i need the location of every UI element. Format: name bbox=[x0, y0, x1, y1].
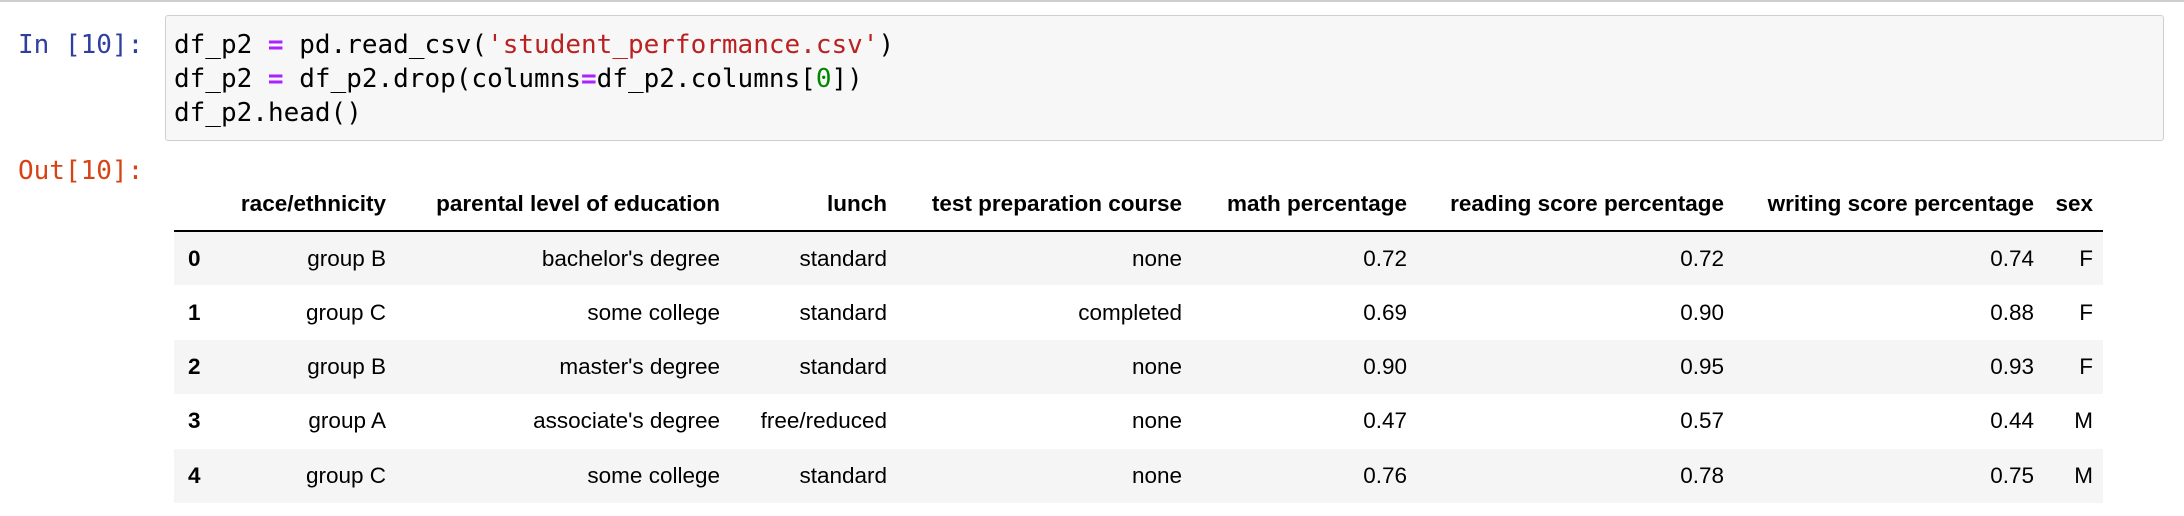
code-token: ) bbox=[878, 30, 895, 60]
code-token: df_p2 bbox=[283, 64, 378, 94]
cell-top-border bbox=[0, 0, 2184, 2]
row-index: 4 bbox=[188, 462, 201, 488]
code-token: = bbox=[581, 64, 597, 94]
column-header: parental level of education bbox=[396, 177, 730, 232]
table-cell: free/reduced bbox=[760, 408, 887, 434]
column-header: math percentage bbox=[1192, 177, 1417, 232]
row-index: 0 bbox=[188, 245, 201, 271]
code-token: df_p2 bbox=[174, 64, 268, 94]
code-token: head() bbox=[267, 98, 362, 128]
code-token: = bbox=[267, 64, 284, 94]
table-cell: standard bbox=[799, 353, 887, 379]
table-cell: master's degree bbox=[559, 353, 720, 379]
table-cell: none bbox=[1131, 408, 1182, 434]
column-header: sex bbox=[2044, 177, 2103, 232]
table-cell: 0.72 bbox=[1680, 245, 1724, 271]
table-cell: some college bbox=[587, 299, 720, 325]
code-token: 'student_performance.csv' bbox=[487, 30, 879, 60]
code-token: pd bbox=[283, 30, 331, 60]
code-token: columns[ bbox=[690, 64, 816, 94]
code-token: . bbox=[674, 64, 691, 94]
table-cell: 0.57 bbox=[1680, 408, 1724, 434]
dataframe-table: race/ethnicity parental level of educati… bbox=[174, 177, 2103, 503]
table-row: 1 group C some college standard complete… bbox=[174, 285, 2103, 340]
code-token: df_p2 bbox=[174, 30, 268, 60]
code-token: drop(columns bbox=[393, 64, 581, 94]
code-token: . bbox=[377, 64, 394, 94]
table-cell: M bbox=[2074, 462, 2093, 488]
column-header: lunch bbox=[730, 177, 897, 232]
row-index: 2 bbox=[188, 353, 201, 379]
table-cell: bachelor's degree bbox=[541, 245, 720, 271]
code-input-area[interactable]: df_p2 = pd.read_csv('student_performance… bbox=[165, 15, 2164, 141]
table-cell: 0.75 bbox=[1990, 462, 2034, 488]
table-header-row: race/ethnicity parental level of educati… bbox=[174, 177, 2103, 232]
table-cell: group C bbox=[305, 299, 386, 325]
table-cell: some college bbox=[587, 462, 720, 488]
table-cell: F bbox=[2079, 299, 2093, 325]
table-cell: F bbox=[2079, 353, 2093, 379]
table-cell: none bbox=[1131, 462, 1182, 488]
table-cell: F bbox=[2079, 245, 2093, 271]
code-token: ]) bbox=[831, 64, 863, 94]
table-cell: standard bbox=[799, 462, 887, 488]
code-token: 0 bbox=[815, 64, 832, 94]
code-token: df_p2 bbox=[596, 64, 675, 94]
table-cell: standard bbox=[799, 299, 887, 325]
table-cell: group C bbox=[305, 462, 386, 488]
table-row: 4 group C some college standard none 0.7… bbox=[174, 448, 2103, 503]
table-cell: M bbox=[2074, 408, 2093, 434]
table-cell: 0.90 bbox=[1680, 299, 1724, 325]
code-token: read_csv( bbox=[346, 30, 488, 60]
code-line: df_p2.head() bbox=[174, 96, 894, 130]
table-cell: 0.93 bbox=[1990, 353, 2034, 379]
row-index: 3 bbox=[188, 408, 201, 434]
table-cell: standard bbox=[799, 245, 887, 271]
column-header: race/ethnicity bbox=[216, 177, 396, 232]
output-prompt: Out[10]: bbox=[18, 156, 144, 186]
table-cell: 0.88 bbox=[1990, 299, 2034, 325]
code-text[interactable]: df_p2 = pd.read_csv('student_performance… bbox=[174, 28, 894, 130]
code-line: df_p2 = df_p2.drop(columns=df_p2.columns… bbox=[174, 62, 894, 96]
column-header: writing score percentage bbox=[1734, 177, 2044, 232]
table-cell: none bbox=[1131, 245, 1182, 271]
column-header-index bbox=[174, 177, 216, 232]
table-cell: 0.47 bbox=[1363, 408, 1407, 434]
table-cell: 0.78 bbox=[1680, 462, 1724, 488]
row-index: 1 bbox=[188, 299, 201, 325]
table-cell: group A bbox=[308, 408, 386, 434]
code-line: df_p2 = pd.read_csv('student_performance… bbox=[174, 28, 894, 62]
table-row: 2 group B master's degree standard none … bbox=[174, 339, 2103, 395]
table-cell: group B bbox=[307, 245, 386, 271]
table-row: 3 group A associate's degree free/reduce… bbox=[174, 394, 2103, 449]
input-prompt: In [10]: bbox=[18, 30, 144, 60]
table-cell: completed bbox=[1078, 299, 1182, 325]
table-row: 0 group B bachelor's degree standard non… bbox=[174, 231, 2103, 286]
table-cell: 0.74 bbox=[1990, 245, 2034, 271]
table-cell: 0.44 bbox=[1990, 408, 2034, 434]
table-cell: associate's degree bbox=[533, 408, 720, 434]
table-cell: 0.90 bbox=[1363, 353, 1407, 379]
code-token: df_p2 bbox=[174, 98, 253, 128]
table-cell: 0.72 bbox=[1363, 245, 1407, 271]
column-header: reading score percentage bbox=[1417, 177, 1734, 232]
table-cell: 0.95 bbox=[1680, 353, 1724, 379]
table-cell: group B bbox=[307, 353, 386, 379]
table-cell: 0.69 bbox=[1363, 299, 1407, 325]
code-token: . bbox=[252, 98, 268, 128]
table-cell: none bbox=[1131, 353, 1182, 379]
code-token: = bbox=[267, 30, 284, 60]
column-header: test preparation course bbox=[897, 177, 1192, 232]
table-cell: 0.76 bbox=[1363, 462, 1407, 488]
code-token: . bbox=[330, 30, 347, 60]
